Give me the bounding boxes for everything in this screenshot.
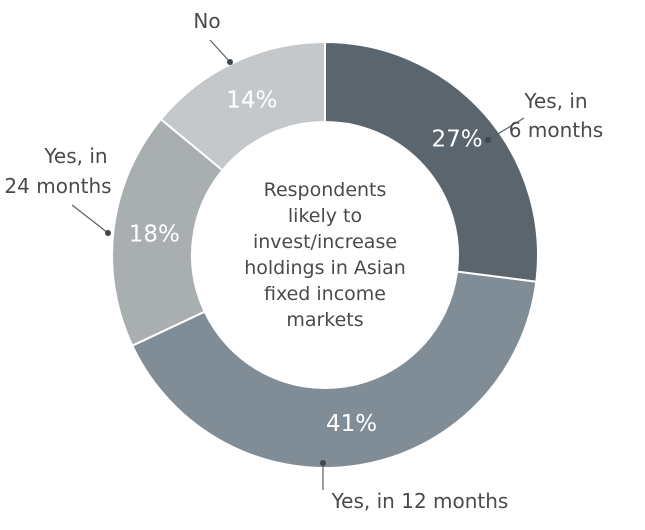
value-label-24-months: 18% [129, 221, 180, 247]
slices [111, 40, 539, 469]
value-label-6-months: 27% [431, 127, 482, 153]
leader-dot-no [227, 59, 233, 65]
leader-dot-6-months [485, 137, 491, 143]
leader-dot-24-months [105, 230, 111, 236]
leader-dot-12-months [320, 460, 326, 466]
value-label-12-months: 41% [326, 411, 377, 437]
leader-line-no [209, 39, 231, 63]
leader-line-24-months [71, 204, 109, 234]
slice-12-months [130, 270, 538, 469]
category-label-12-months: Yes, in 12 months [331, 489, 509, 513]
slice-no [159, 40, 326, 172]
category-label-24-months: Yes, in 24 months [4, 144, 111, 198]
value-label-no: 14% [226, 87, 277, 113]
slice-6-months [324, 40, 539, 283]
category-label-no: No [193, 9, 220, 33]
category-label-6-months: Yes, in 6 months [509, 89, 603, 142]
slice-labels: 27% Yes, in 6 months 41% Yes, in 12 months 18… [4, 9, 603, 513]
leader-line-6-months [487, 117, 525, 141]
leader-lines [71, 39, 525, 490]
center-text: Respondents likely to invest/increase holdi… [244, 179, 406, 331]
